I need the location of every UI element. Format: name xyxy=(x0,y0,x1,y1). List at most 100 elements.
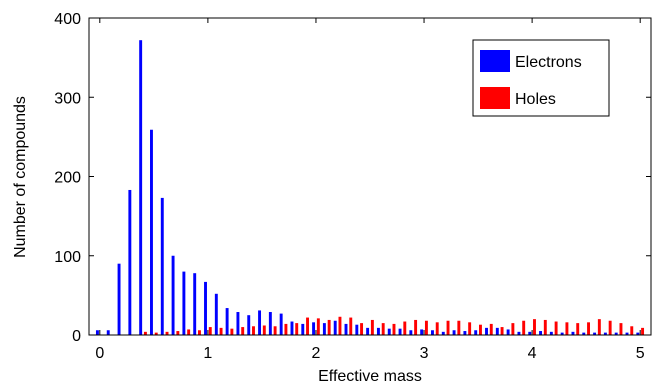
legend-label-holes: Holes xyxy=(515,91,556,108)
bar-holes-33 xyxy=(457,320,461,335)
bar-holes-7 xyxy=(176,331,180,335)
bar-holes-31 xyxy=(435,322,439,335)
y-tick-label-2: 200 xyxy=(54,170,81,187)
bar-holes-42 xyxy=(554,321,558,335)
bar-holes-4 xyxy=(143,331,147,335)
bar-holes-9 xyxy=(198,330,201,335)
bar-electrons-35 xyxy=(474,330,478,335)
bar-holes-21 xyxy=(327,319,331,335)
y-tick-label-1: 100 xyxy=(54,249,81,266)
bar-electrons-26 xyxy=(376,327,380,335)
bar-electrons-17 xyxy=(279,313,283,335)
bar-electrons-41 xyxy=(539,331,543,335)
bar-holes-5 xyxy=(154,332,158,335)
bar-electrons-50 xyxy=(636,332,640,335)
bar-holes-35 xyxy=(479,324,482,335)
bar-electrons-5 xyxy=(150,129,153,335)
bar-electrons-20 xyxy=(312,322,316,335)
x-tick-label-0: 0 xyxy=(95,345,104,362)
bar-holes-32 xyxy=(446,320,450,335)
bar-holes-8 xyxy=(187,329,191,335)
bar-electrons-23 xyxy=(344,323,348,335)
bar-electrons-32 xyxy=(441,331,445,335)
bar-electrons-10 xyxy=(204,281,207,335)
y-axis-label: Number of compounds xyxy=(12,96,29,258)
bar-holes-44 xyxy=(576,323,580,335)
bar-electrons-38 xyxy=(506,329,510,335)
bar-electrons-6 xyxy=(160,197,164,335)
bar-electrons-4 xyxy=(139,40,143,335)
bar-holes-15 xyxy=(262,325,266,335)
bar-holes-13 xyxy=(241,327,245,335)
bar-electrons-39 xyxy=(517,331,521,335)
bar-electrons-1 xyxy=(106,330,110,335)
bar-holes-39 xyxy=(522,320,526,335)
bar-holes-45 xyxy=(587,322,590,335)
bar-electrons-24 xyxy=(355,324,359,335)
bar-holes-50 xyxy=(641,327,645,335)
bar-holes-41 xyxy=(543,319,547,335)
bar-holes-37 xyxy=(500,327,504,335)
bar-holes-10 xyxy=(208,327,212,335)
bar-holes-47 xyxy=(608,320,612,335)
bar-holes-18 xyxy=(295,323,299,335)
bar-electrons-33 xyxy=(452,330,456,335)
bar-holes-48 xyxy=(619,323,623,335)
x-axis-label: Effective mass xyxy=(318,368,422,385)
legend-swatch-holes xyxy=(480,87,510,109)
bar-electrons-28 xyxy=(398,328,402,335)
bar-holes-43 xyxy=(565,322,569,335)
legend-label-electrons: Electrons xyxy=(515,54,582,71)
bar-holes-40 xyxy=(533,319,536,335)
bar-electrons-29 xyxy=(409,330,413,335)
bar-electrons-36 xyxy=(485,327,488,335)
y-tick-label-0: 0 xyxy=(72,328,81,345)
bar-electrons-30 xyxy=(420,329,424,335)
bar-holes-17 xyxy=(284,323,288,335)
x-tick-label-1: 1 xyxy=(203,345,212,362)
y-tick-label-3: 300 xyxy=(54,90,81,107)
bars-layer xyxy=(95,40,645,335)
bar-electrons-37 xyxy=(495,327,499,335)
bar-electrons-49 xyxy=(625,332,629,335)
bar-electrons-40 xyxy=(528,331,532,335)
bar-holes-23 xyxy=(349,317,353,335)
bar-holes-14 xyxy=(252,326,255,335)
bar-holes-6 xyxy=(165,331,169,335)
bar-electrons-14 xyxy=(247,315,251,335)
bar-holes-26 xyxy=(381,323,385,335)
bar-electrons-25 xyxy=(366,327,370,335)
x-tick-label-5: 5 xyxy=(636,345,645,362)
bar-electrons-43 xyxy=(560,332,564,335)
bar-electrons-48 xyxy=(614,332,618,335)
bar-holes-46 xyxy=(597,319,601,335)
bar-electrons-8 xyxy=(182,271,186,335)
bar-holes-20 xyxy=(316,318,320,335)
bar-holes-38 xyxy=(511,323,515,335)
bar-electrons-2 xyxy=(117,263,121,335)
bar-holes-34 xyxy=(468,322,472,335)
bar-electrons-34 xyxy=(463,331,467,335)
bar-holes-16 xyxy=(273,326,277,335)
bar-electrons-27 xyxy=(387,328,391,335)
bar-holes-28 xyxy=(403,321,407,335)
bar-electrons-42 xyxy=(549,331,553,335)
bar-electrons-13 xyxy=(236,312,240,335)
bar-holes-25 xyxy=(370,319,374,335)
bar-electrons-9 xyxy=(193,273,197,335)
bar-electrons-11 xyxy=(214,293,218,335)
bar-electrons-46 xyxy=(593,332,597,335)
bar-holes-19 xyxy=(306,317,309,335)
bar-electrons-12 xyxy=(225,308,229,335)
bar-holes-24 xyxy=(360,323,364,335)
bar-holes-12 xyxy=(230,328,234,335)
bar-electrons-7 xyxy=(171,255,175,335)
bar-electrons-21 xyxy=(322,323,326,335)
bar-holes-27 xyxy=(392,323,396,335)
x-tick-label-3: 3 xyxy=(420,345,429,362)
bar-holes-11 xyxy=(219,327,223,335)
bar-holes-49 xyxy=(630,326,634,335)
legend: Electrons Holes xyxy=(472,39,610,117)
axis-ticks: 0 1 2 3 4 5 0 100 200 300 400 xyxy=(54,11,651,362)
